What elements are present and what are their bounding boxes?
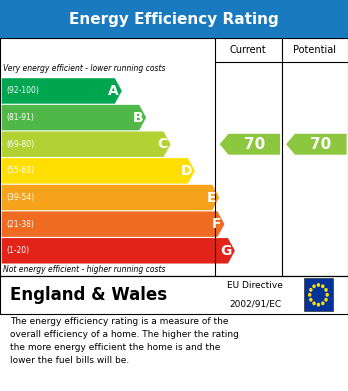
Text: B: B [133,111,143,125]
Circle shape [309,298,313,302]
Circle shape [321,301,325,305]
Text: 70: 70 [310,137,331,152]
Polygon shape [2,105,146,130]
Bar [0,0,348,38]
Text: (69-80): (69-80) [6,140,34,149]
Text: EU Directive: EU Directive [227,281,283,290]
Circle shape [308,293,311,297]
Circle shape [324,298,328,302]
Text: D: D [181,164,192,178]
Circle shape [317,303,320,307]
Text: G: G [221,244,232,258]
Text: Not energy efficient - higher running costs: Not energy efficient - higher running co… [3,265,166,274]
Circle shape [325,293,329,297]
Text: (39-54): (39-54) [6,193,34,202]
Text: Energy Efficiency Rating: Energy Efficiency Rating [69,12,279,27]
Text: A: A [108,84,119,98]
Text: (81-91): (81-91) [6,113,34,122]
Polygon shape [2,212,224,237]
Polygon shape [286,134,347,155]
Circle shape [312,284,316,288]
Circle shape [324,288,328,292]
Text: (1-20): (1-20) [6,246,29,255]
Text: England & Wales: England & Wales [10,286,168,304]
Text: F: F [212,217,222,231]
Text: E: E [207,190,216,204]
Text: C: C [158,137,168,151]
Text: (55-68): (55-68) [6,166,34,176]
Polygon shape [220,134,280,155]
Circle shape [309,288,313,292]
Bar [0,38,348,276]
Text: 2002/91/EC: 2002/91/EC [229,300,281,308]
Circle shape [312,301,316,305]
Polygon shape [2,78,122,104]
Text: (92-100): (92-100) [6,86,39,95]
Text: 70: 70 [244,137,265,152]
Text: Current: Current [230,45,267,55]
Polygon shape [2,158,195,184]
Circle shape [317,283,320,287]
Text: The energy efficiency rating is a measure of the
overall efficiency of a home. T: The energy efficiency rating is a measur… [10,317,239,365]
Text: Potential: Potential [293,45,336,55]
Polygon shape [2,238,235,264]
Bar [304,278,333,311]
Circle shape [321,284,325,288]
Polygon shape [2,131,171,157]
Text: (21-38): (21-38) [6,220,34,229]
Text: Very energy efficient - lower running costs: Very energy efficient - lower running co… [3,64,166,73]
Polygon shape [2,185,219,210]
Bar [0,276,348,314]
